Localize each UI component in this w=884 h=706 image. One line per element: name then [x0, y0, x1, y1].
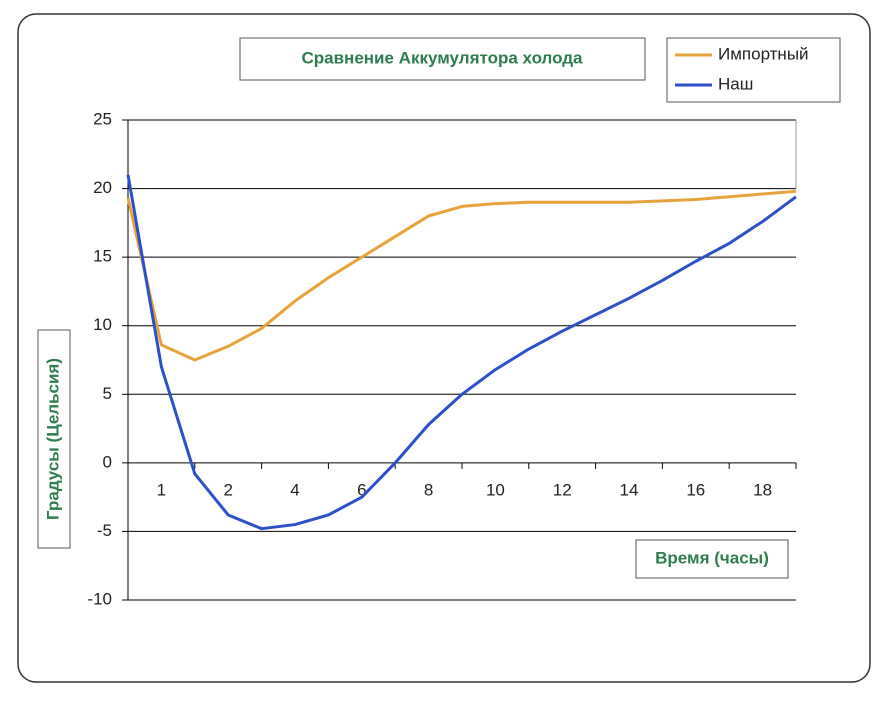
x-tick-label: 12: [553, 480, 572, 499]
frame: [17, 13, 871, 683]
legend-label: Импортный: [718, 44, 809, 63]
series-line: [126, 189, 797, 362]
chart-title: Сравнение Аккумулятора холода: [301, 48, 583, 67]
y-label-box: [37, 329, 71, 549]
y-tick-label: -10: [87, 589, 112, 608]
x-axis-label: Время (часы): [655, 548, 769, 567]
y-tick-label: 15: [93, 247, 112, 266]
x-tick-label: 8: [424, 480, 433, 499]
x-tick-label: 16: [686, 480, 705, 499]
x-tick-label: 10: [486, 480, 505, 499]
y-tick-label: 20: [93, 178, 112, 197]
x-tick-label: 18: [753, 480, 772, 499]
y-axis-label: Градусы (Цельсия): [43, 358, 62, 520]
x-tick-label: 6: [357, 480, 366, 499]
y-tick-label: 5: [103, 384, 112, 403]
x-tick-label: 4: [290, 480, 299, 499]
x-tick-label: 2: [223, 480, 232, 499]
legend-label: Наш: [718, 74, 753, 93]
x-label-box: [635, 539, 789, 579]
series-line: [126, 174, 797, 531]
y-tick-label: 0: [103, 452, 112, 471]
y-tick-label: 10: [93, 315, 112, 334]
x-tick-label: 1: [157, 480, 166, 499]
y-tick-label: -5: [97, 521, 112, 540]
y-tick-label: 25: [93, 109, 112, 128]
x-tick-label: 14: [620, 480, 639, 499]
legend-box: [666, 37, 841, 103]
title-box: [239, 37, 646, 81]
